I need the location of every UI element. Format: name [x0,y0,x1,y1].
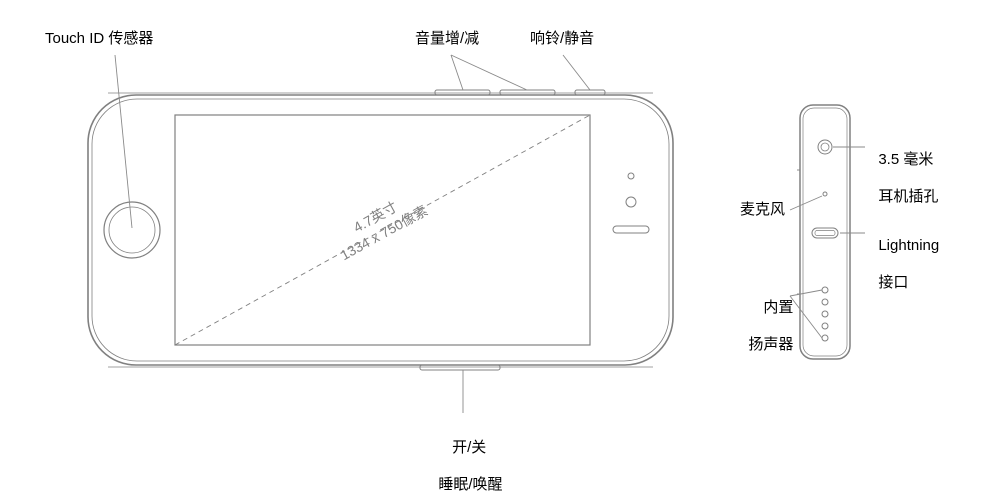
label-headphone-l2: 耳机插孔 [878,188,938,205]
label-volume: 音量增/减 [415,30,479,49]
label-headphone-l1: 3.5 毫米 [878,151,933,168]
label-lightning-l1: Lightning [878,237,939,254]
label-ring-silent: 响铃/静音 [530,30,594,49]
label-speaker-l2: 扬声器 [748,336,793,353]
label-lightning: Lightning 接口 [870,218,939,293]
label-lightning-l2: 接口 [878,274,908,291]
label-speaker: 内置 扬声器 [740,280,793,355]
label-speaker-l1: 内置 [763,299,793,316]
label-sleep-wake-l1: 开/关 [452,439,486,456]
label-sleep-wake-l2: 睡眠/唤醒 [438,476,502,493]
label-touch-id: Touch ID 传感器 [45,30,153,49]
label-sleep-wake: 开/关 睡眠/唤醒 [430,420,500,495]
label-microphone: 麦克风 [740,201,785,220]
label-headphone: 3.5 毫米 耳机插孔 [870,132,938,207]
